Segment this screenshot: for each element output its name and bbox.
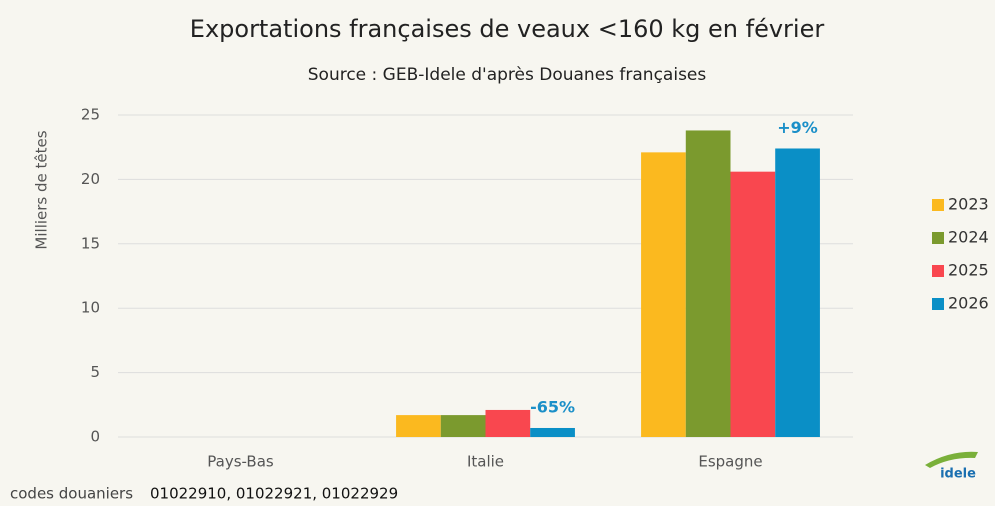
bar	[641, 152, 686, 438]
legend-label: 2026	[948, 294, 989, 313]
bar	[396, 415, 441, 437]
x-tick-label: Pays-Bas	[207, 453, 274, 471]
chart-subtitle: Source : GEB-Idele d'après Douanes franç…	[308, 65, 707, 85]
legend-swatch	[932, 199, 944, 211]
legend-label: 2024	[948, 228, 989, 247]
footnote-prefix: codes douaniers	[10, 485, 133, 503]
bar	[685, 130, 731, 437]
logo-text: idele	[940, 467, 976, 482]
bar	[440, 415, 486, 437]
bar	[485, 409, 531, 437]
legend-label: 2023	[948, 195, 989, 214]
annotation: +9%	[777, 118, 818, 137]
legend-swatch	[932, 265, 944, 277]
bar	[730, 171, 776, 437]
y-tick-label: 15	[81, 234, 100, 252]
y-tick-label: 0	[90, 428, 100, 446]
annotation: -65%	[530, 397, 575, 416]
chart-title: Exportations françaises de veaux <160 kg…	[190, 15, 825, 43]
y-tick-label: 20	[81, 170, 100, 188]
y-tick-label: 10	[81, 299, 100, 317]
y-tick-label: 5	[90, 363, 100, 381]
footnote-codes: 01022910, 01022921, 01022929	[150, 485, 398, 503]
bar	[775, 148, 820, 437]
y-tick-label: 25	[81, 106, 100, 124]
y-axis-label: Milliers de têtes	[33, 130, 51, 249]
legend-label: 2025	[948, 261, 989, 280]
legend-swatch	[932, 298, 944, 310]
legend-swatch	[932, 232, 944, 244]
x-tick-label: Espagne	[698, 453, 762, 471]
logo-swoosh	[925, 451, 978, 468]
bar	[530, 427, 575, 437]
x-tick-label: Italie	[467, 453, 504, 471]
